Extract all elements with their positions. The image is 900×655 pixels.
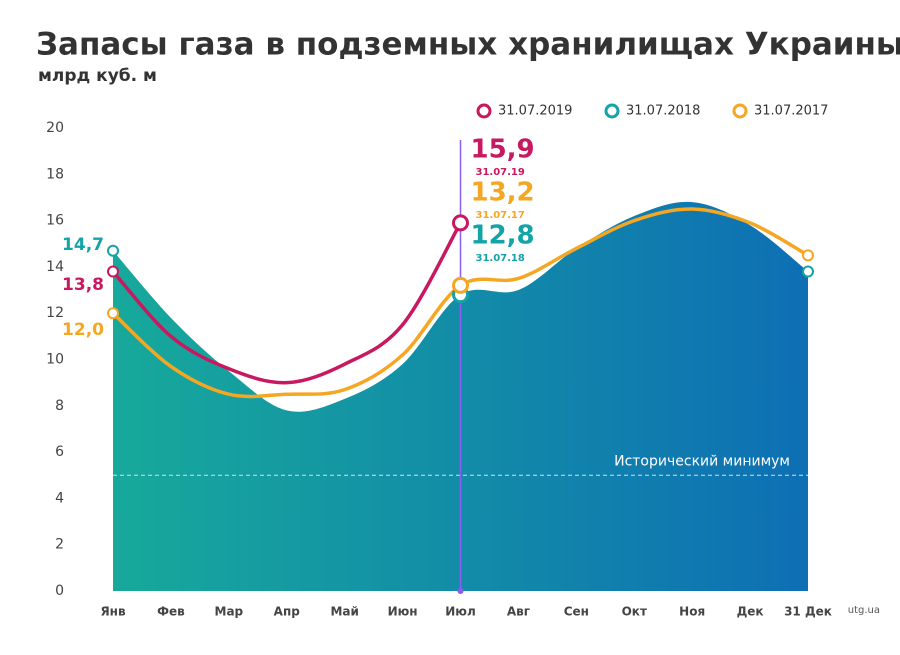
value-label: 12,8 [471, 221, 535, 251]
point-label: 31.07.17 [476, 210, 525, 221]
legend-marker [732, 103, 748, 119]
point-marker [107, 244, 119, 257]
x-tick-label: 31 Дек [784, 605, 832, 619]
x-tick-label: Мар [215, 605, 244, 619]
point-marker [107, 307, 119, 320]
line [111, 222, 463, 385]
date-dot [457, 588, 464, 594]
y-tick-label: 14 [46, 259, 64, 275]
legend-marker [476, 103, 492, 119]
value-label: 15,9 [471, 135, 535, 165]
legend-label: 31.07.2017 [754, 104, 828, 119]
y-tick-label: 0 [55, 583, 64, 599]
value-label: 13,8 [62, 275, 104, 295]
point-marker [107, 265, 119, 278]
y-tick-label: 10 [46, 352, 64, 368]
y-tick-label: 4 [55, 490, 64, 506]
x-tick-label: Апр [274, 605, 301, 619]
point-marker [452, 276, 469, 294]
point-label: 31.07.19 [476, 167, 525, 178]
legend-label: 31.07.2018 [626, 104, 700, 119]
point-marker [802, 249, 814, 262]
chart-title: Запасы газа в подземных хранилищах Украи… [36, 27, 900, 63]
value-label: 13,2 [471, 178, 535, 208]
legend-label: 31.07.2019 [498, 104, 572, 119]
y-tick-label: 8 [55, 398, 64, 414]
x-tick-label: Сен [564, 605, 589, 619]
x-tick-label: Янв [100, 605, 126, 619]
y-tick-label: 12 [46, 305, 64, 321]
x-tick-label: Дек [737, 605, 764, 619]
point-label: 31.07.18 [476, 253, 525, 264]
value-label: 14,7 [62, 235, 104, 255]
y-tick-label: 2 [55, 537, 64, 553]
point-marker [452, 214, 469, 232]
x-tick-label: Авг [507, 605, 530, 619]
x-tick-label: Окт [622, 605, 647, 619]
x-tick-label: Июл [445, 605, 476, 619]
chart-subtitle: млрд куб. м [38, 66, 157, 86]
x-tick-label: Фев [157, 605, 185, 619]
value-label: 12,0 [62, 320, 104, 340]
x-tick-label: Ноя [679, 605, 705, 619]
y-tick-label: 20 [46, 120, 64, 136]
y-tick-label: 16 [46, 213, 64, 229]
y-tick-label: 18 [46, 166, 64, 182]
source: utg.ua [848, 605, 880, 616]
point-marker [802, 265, 814, 278]
x-tick-label: Июн [388, 605, 418, 619]
y-tick-label: 6 [55, 444, 64, 460]
x-tick-label: Май [330, 605, 358, 619]
legend-marker [604, 103, 620, 119]
reference-label: Исторический минимум [614, 453, 790, 469]
